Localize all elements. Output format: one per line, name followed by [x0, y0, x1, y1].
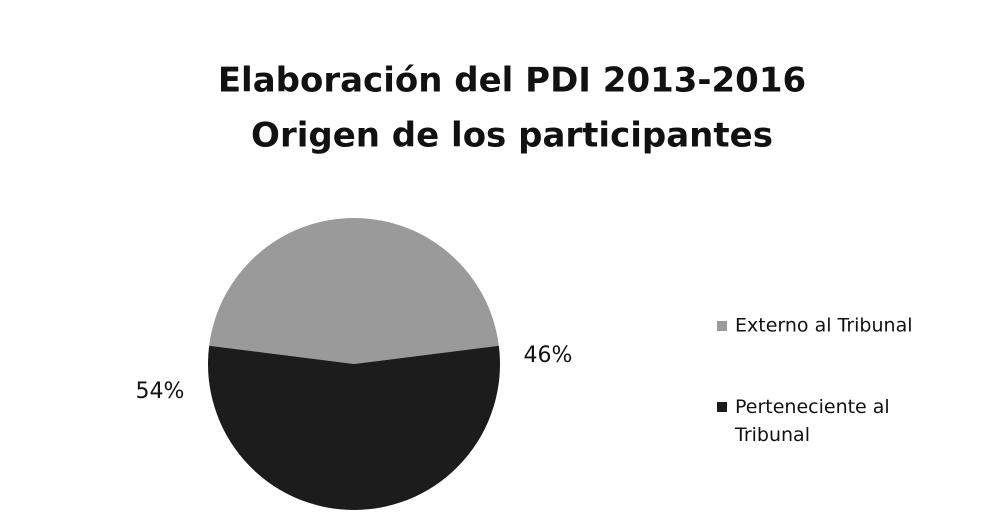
legend-label: Perteneciente al Tribunal: [734, 396, 890, 446]
value-label: 54%: [136, 379, 185, 404]
chart-title: Origen de los participantes: [251, 116, 773, 156]
legend-marker: [717, 321, 727, 331]
chart-title: Elaboración del PDI 2013-2016: [218, 61, 806, 101]
value-label: 46%: [524, 343, 573, 368]
legend-line: Perteneciente al: [735, 396, 890, 418]
pie-slice: [207, 345, 501, 510]
pie-slice: [209, 217, 499, 364]
legend-marker: [717, 402, 727, 412]
legend-line: Tribunal: [734, 424, 810, 446]
legend-label: Externo al Tribunal: [735, 315, 913, 337]
